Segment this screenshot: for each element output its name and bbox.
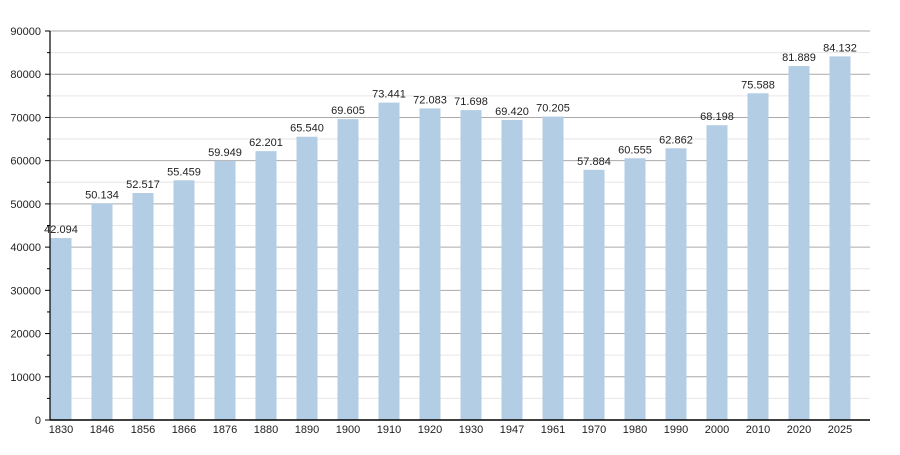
bar-1900 (337, 119, 359, 420)
data-label: 52.517 (126, 179, 160, 191)
data-label: 62.862 (659, 134, 693, 146)
bar-1970 (583, 169, 605, 420)
x-tick-label: 1910 (377, 424, 401, 436)
bar-2020 (788, 66, 810, 420)
bar-1990 (665, 148, 687, 421)
bar-2000 (706, 125, 728, 420)
data-label: 60.555 (618, 144, 652, 156)
x-tick-label: 2010 (746, 424, 770, 436)
y-tick-label: 20000 (10, 329, 41, 341)
y-tick-label: 50000 (10, 199, 41, 211)
x-tick-label: 1947 (500, 424, 524, 436)
y-tick-label: 90000 (10, 26, 41, 38)
data-label: 68.198 (700, 111, 734, 123)
x-tick-label: 1980 (623, 424, 647, 436)
x-tick-label: 1920 (418, 424, 442, 436)
x-tick-label: 1856 (131, 424, 155, 436)
bars (50, 56, 851, 421)
data-label: 62.201 (249, 137, 283, 149)
y-tick-label: 10000 (10, 372, 41, 384)
x-tick-label: 1846 (90, 424, 114, 436)
bar-1866 (173, 180, 195, 420)
data-label: 65.540 (290, 123, 324, 135)
x-tick-label: 1900 (336, 424, 360, 436)
y-tick-label: 70000 (10, 112, 41, 124)
x-tick-label: 2020 (787, 424, 811, 436)
x-tick-label: 1990 (664, 424, 688, 436)
data-label: 42.094 (44, 224, 78, 236)
y-tick-label: 80000 (10, 69, 41, 81)
bar-2025 (829, 56, 851, 421)
y-tick-label: 40000 (10, 242, 41, 254)
data-label: 75.588 (741, 79, 775, 91)
x-tick-label: 1970 (582, 424, 606, 436)
data-label: 50.134 (85, 189, 119, 201)
y-tick-label: 0 (35, 415, 41, 427)
y-tick-label: 30000 (10, 285, 41, 297)
bar-1930 (460, 110, 482, 420)
x-tick-label: 1830 (49, 424, 73, 436)
x-tick-label: 1961 (541, 424, 565, 436)
data-label: 55.459 (167, 166, 201, 178)
bar-1890 (296, 136, 318, 420)
bar-1856 (132, 193, 154, 420)
axes: 0 10000 20000 30000 40000 50000 60000 70000 8000… (10, 26, 870, 436)
x-tick-label: 1930 (459, 424, 483, 436)
x-tick-label: 1876 (213, 424, 237, 436)
x-tick-label: 1890 (295, 424, 319, 436)
data-label: 57.884 (577, 156, 611, 168)
x-tick-label: 2025 (828, 424, 852, 436)
data-label: 81.889 (782, 52, 816, 64)
data-label: 84.132 (823, 42, 857, 54)
x-tick-label: 1866 (172, 424, 196, 436)
data-label: 73.441 (372, 89, 406, 101)
bar-1910 (378, 102, 400, 420)
data-label: 72.083 (413, 94, 447, 106)
data-label: 71.698 (454, 96, 488, 108)
bar-1876 (214, 160, 236, 421)
bar-1980 (624, 158, 646, 421)
data-label: 70.205 (536, 103, 570, 115)
bar-2010 (747, 93, 769, 420)
x-tick-label: 2000 (705, 424, 729, 436)
bar-1880 (255, 151, 277, 421)
y-tick-label: 60000 (10, 156, 41, 168)
data-label: 69.605 (331, 105, 365, 117)
data-label: 59.949 (208, 147, 242, 159)
data-labels: 42.094 50.134 52.517 55.459 59.949 62.201 65.5… (44, 42, 857, 236)
bar-1846 (91, 203, 113, 420)
bar-1920 (419, 108, 441, 420)
bar-1830 (50, 238, 72, 420)
x-tick-label: 1880 (254, 424, 278, 436)
bar-1947 (501, 119, 523, 421)
data-label: 69.420 (495, 106, 529, 118)
bar-1961 (542, 116, 564, 421)
